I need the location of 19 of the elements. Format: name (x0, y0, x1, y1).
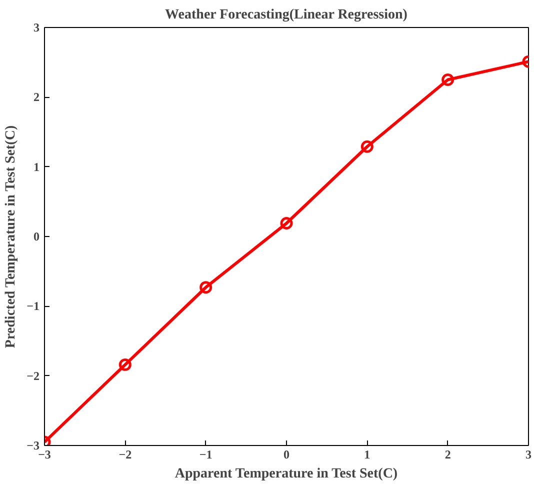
x-tick-label: 0 (284, 448, 290, 462)
x-tick-label: 2 (444, 448, 451, 462)
y-tick-label: 3 (34, 20, 40, 34)
point (280, 217, 293, 230)
y-tick-label: 0 (34, 230, 40, 244)
y-tick-label: −3 (26, 438, 40, 452)
y-tick-label: 1 (34, 160, 40, 174)
x-axis-title: Apparent Temperature in Test Set(C) (174, 466, 398, 482)
x-tick-label: −2 (118, 448, 132, 462)
y-tick-label: −2 (26, 368, 40, 383)
y-axis-title: Predicted Temperature in Test Set(C) (4, 125, 19, 348)
point (360, 140, 374, 153)
point (200, 281, 212, 294)
x-tick-label: 3 (526, 448, 532, 462)
y-tick-label: 2 (34, 90, 40, 104)
x-tick-label: 1 (364, 448, 370, 462)
chart-title: Weather Forecasting(Linear Regression) (165, 8, 408, 22)
x-tick-label: −1 (199, 448, 212, 462)
y-tick-label: −1 (26, 299, 40, 314)
